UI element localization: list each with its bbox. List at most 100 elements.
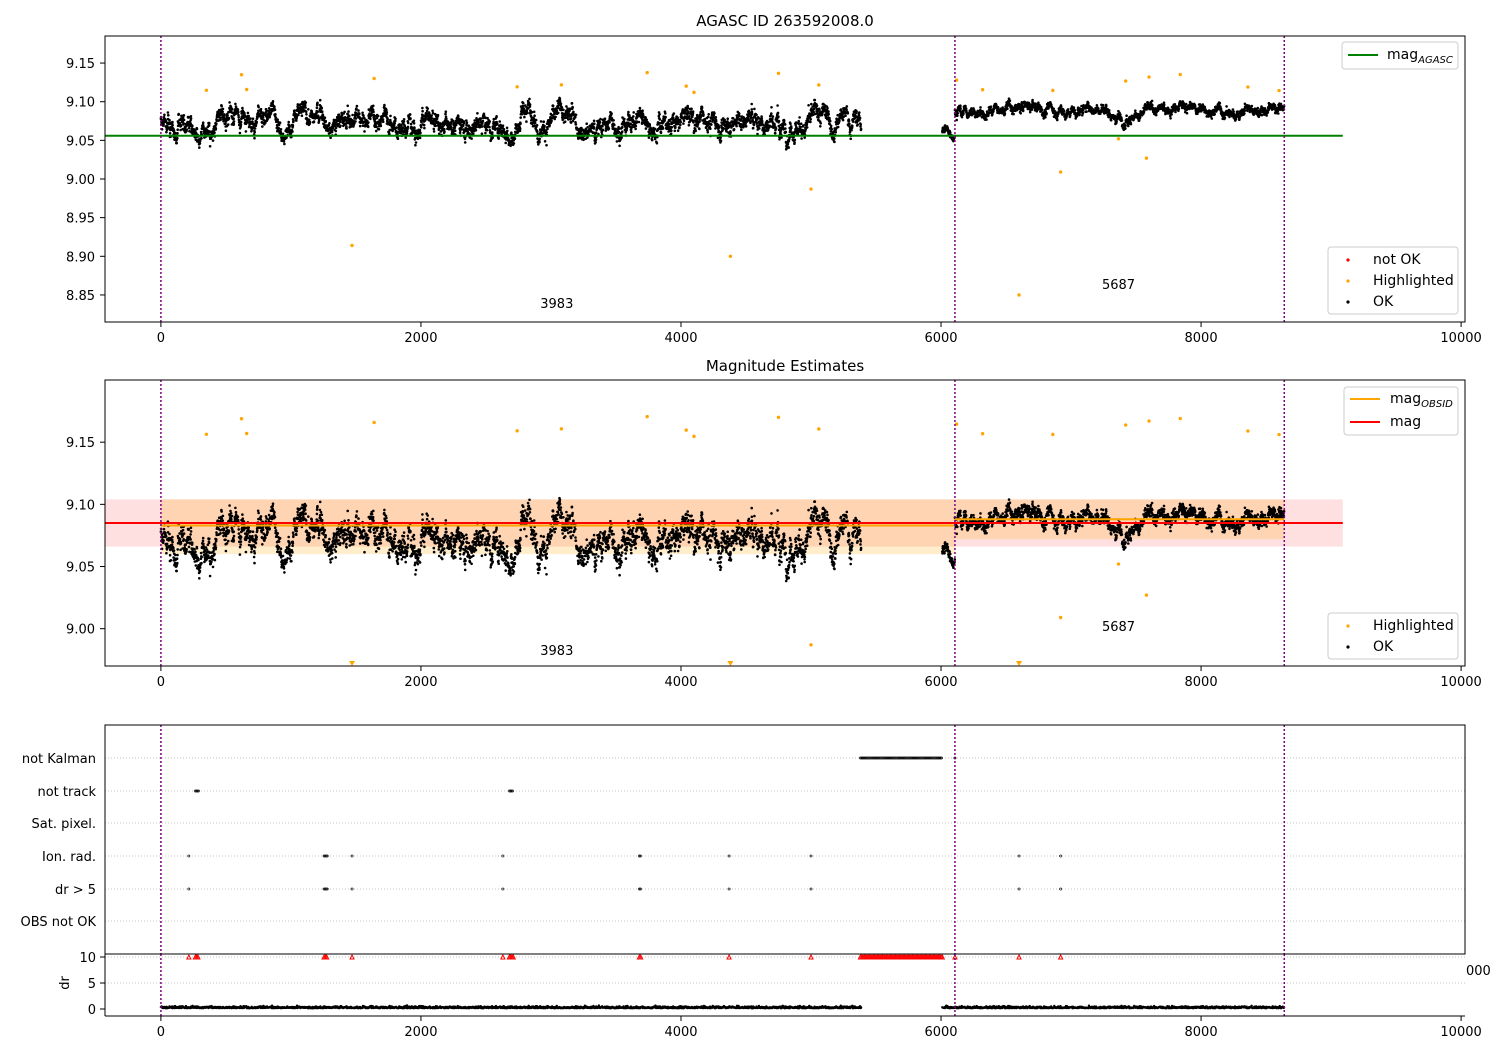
ok-point <box>789 122 792 126</box>
ok-point <box>1073 109 1077 112</box>
ok-point <box>815 104 819 107</box>
ok-point <box>346 104 350 108</box>
ok-point <box>1184 102 1188 106</box>
ok-point <box>752 123 756 127</box>
ok-point <box>1019 112 1022 115</box>
ok-point <box>1124 127 1127 130</box>
ok-point <box>594 140 597 144</box>
ok-point <box>777 119 781 123</box>
ok-point <box>799 125 802 129</box>
ok-point <box>1138 115 1142 119</box>
ok-point <box>414 143 417 147</box>
ok-point <box>303 103 307 107</box>
ok-point <box>563 120 567 123</box>
ok-point <box>353 122 356 125</box>
ok-point <box>760 117 764 120</box>
ok-point <box>402 120 406 123</box>
ok-point <box>682 119 686 123</box>
ok-point <box>509 143 513 147</box>
ok-point <box>707 113 710 116</box>
ok-point <box>845 105 849 108</box>
ok-point <box>392 124 396 127</box>
ok-point <box>519 116 522 119</box>
ok-point <box>293 109 297 112</box>
ok-point <box>386 117 390 121</box>
ok-point <box>316 110 320 114</box>
ok-point <box>337 122 341 126</box>
ok-point <box>664 112 667 115</box>
ok-point <box>782 119 786 123</box>
ok-point <box>176 131 179 135</box>
ok-point <box>708 119 712 123</box>
ok-point <box>189 117 193 120</box>
ok-point <box>316 101 319 105</box>
ok-point <box>176 128 179 131</box>
ok-point <box>366 125 370 129</box>
ok-point <box>621 125 624 129</box>
ok-point <box>558 100 562 103</box>
ok-point <box>838 119 841 123</box>
ok-point <box>236 108 240 111</box>
ok-point <box>247 114 250 118</box>
ok-point <box>436 113 440 117</box>
ok-point <box>634 124 638 128</box>
ok-point <box>829 124 833 128</box>
ok-point <box>345 125 348 128</box>
ok-point <box>604 129 608 132</box>
ok-point <box>279 128 283 131</box>
ok-point <box>182 122 185 125</box>
ok-point <box>661 127 665 130</box>
ok-point <box>331 125 335 128</box>
ok-point <box>1044 116 1047 119</box>
ok-point <box>432 127 436 131</box>
ok-point <box>1068 114 1072 117</box>
ok-point <box>569 117 573 120</box>
ok-point <box>593 122 596 125</box>
ok-point <box>344 116 347 119</box>
ok-point <box>525 120 528 123</box>
ok-point <box>594 138 598 141</box>
ok-point <box>1105 104 1108 108</box>
ok-point <box>355 107 358 111</box>
ok-point <box>320 106 324 110</box>
ok-point <box>189 115 193 118</box>
ok-point <box>419 131 422 135</box>
ok-point <box>592 127 596 130</box>
ok-point <box>409 122 413 126</box>
ok-point <box>337 113 341 116</box>
ok-point <box>476 112 479 115</box>
ok-point <box>799 122 803 125</box>
ok-point <box>1008 99 1012 102</box>
ok-point <box>221 110 224 114</box>
ok-point <box>400 124 403 128</box>
ok-point <box>222 116 226 119</box>
ok-point <box>375 116 379 120</box>
ok-point <box>250 128 254 131</box>
ok-point <box>1134 109 1137 112</box>
ok-point <box>691 110 695 113</box>
ok-point <box>174 131 177 135</box>
ok-point <box>774 127 778 130</box>
ok-point <box>226 114 229 117</box>
ok-point <box>295 119 298 122</box>
ok-point <box>239 120 243 124</box>
ok-point <box>719 139 723 143</box>
ok-point <box>434 124 438 128</box>
ok-point <box>1062 110 1066 113</box>
ok-point <box>776 111 780 115</box>
ok-point <box>283 142 286 146</box>
ok-point <box>168 118 171 122</box>
ok-point <box>979 106 982 109</box>
ok-point <box>574 115 577 119</box>
ok-point <box>402 118 406 121</box>
ok-point <box>809 118 812 121</box>
ok-point <box>959 104 962 107</box>
ok-point <box>716 136 720 140</box>
ok-point <box>1085 110 1088 113</box>
ok-point <box>1031 98 1034 102</box>
ok-point <box>171 123 174 127</box>
ok-point <box>385 108 388 112</box>
ok-point <box>171 120 174 124</box>
ok-point <box>676 129 680 132</box>
ok-point <box>354 120 357 123</box>
